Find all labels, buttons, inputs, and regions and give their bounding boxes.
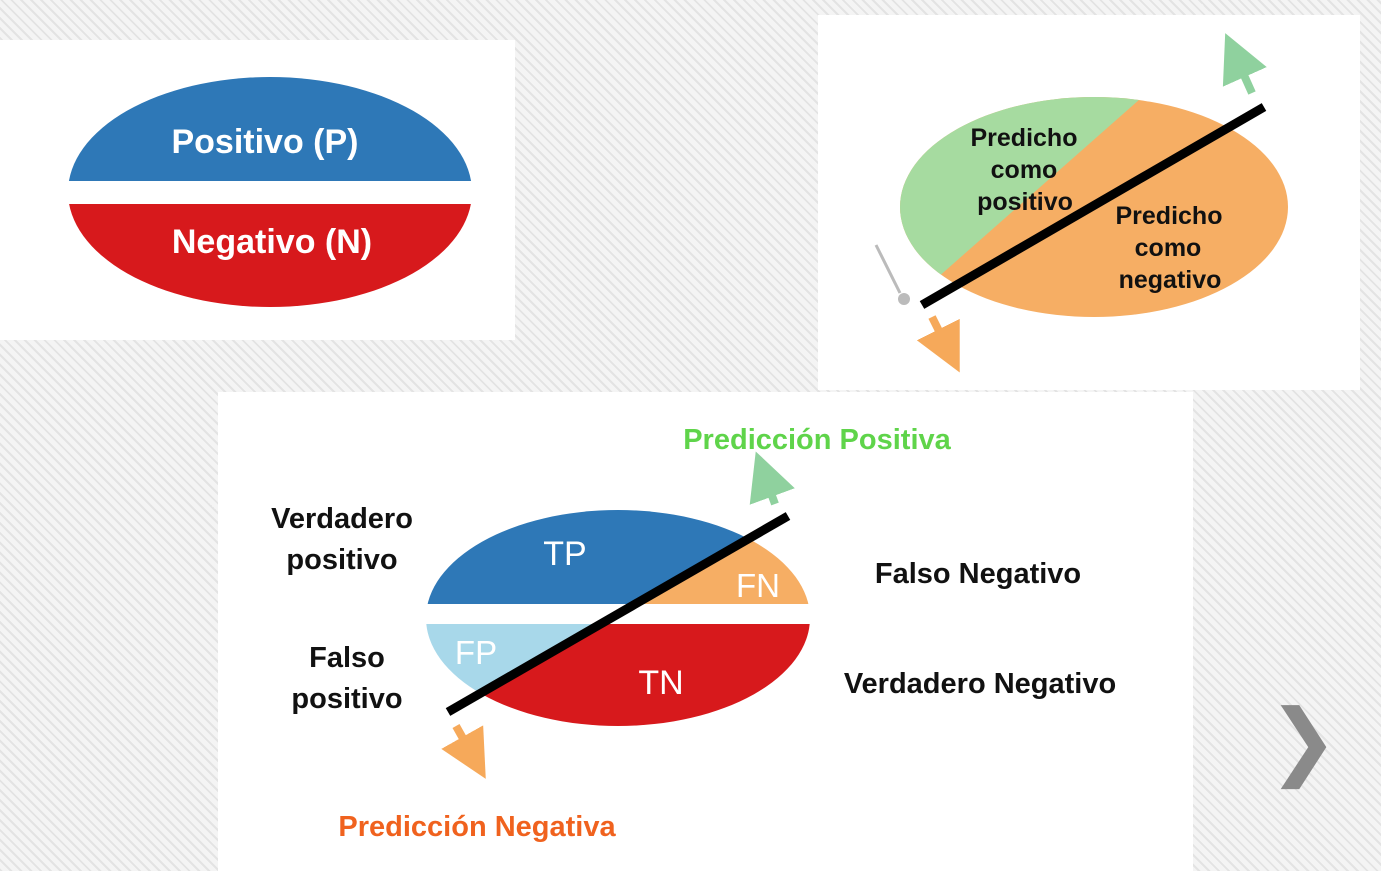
predicted-classes-panel: Predicho como positivo Predicho como neg… (818, 15, 1360, 390)
predicted-positive-line-1: Predicho (971, 124, 1078, 152)
negative-region (69, 204, 471, 307)
predicted-negative-line-3: negativo (1119, 266, 1222, 294)
positive-region (68, 77, 472, 181)
predicted-positive-line-3: positivo (977, 188, 1073, 216)
predicted-positive-region (900, 97, 1288, 317)
predicted-negative-region (900, 97, 1288, 317)
negative-direction-arrow (916, 315, 960, 373)
predicted-negative-line-2: como (1135, 234, 1202, 262)
pin-head (898, 293, 910, 305)
decision-boundary (919, 103, 1267, 309)
actual-classes-panel: Positivo (P) Negativo (N) (0, 40, 515, 340)
fn-label: FN (736, 567, 780, 604)
actual-classes-ellipse: Positivo (P) Negativo (N) (68, 77, 472, 307)
tn-label: TN (638, 664, 683, 702)
confusion-diagram-panel: TP FN FP TN Predicción Positiva Predicci… (218, 392, 1193, 871)
positive-label: Positivo (P) (171, 123, 358, 161)
negative-prediction-title: Predicción Negativa (338, 811, 616, 843)
positive-direction-arrow (1222, 33, 1267, 95)
pin-line (874, 244, 902, 294)
true-negative-label: Verdadero Negativo (844, 668, 1116, 700)
negative-direction-arrow (441, 724, 486, 779)
predicted-classes-ellipse: Predicho como positivo Predicho como neg… (874, 33, 1288, 373)
positive-prediction-title: Predicción Positiva (683, 424, 951, 456)
false-positive-label-line-1: Falso (309, 642, 385, 674)
decision-boundary (445, 512, 791, 716)
true-positive-label-line-2: positivo (286, 544, 397, 576)
false-negative-label: Falso Negativo (875, 558, 1081, 590)
predicted-negative-line-1: Predicho (1116, 202, 1223, 230)
true-positive-label-line-1: Verdadero (271, 503, 413, 535)
negative-label: Negativo (N) (172, 223, 372, 261)
tp-label: TP (543, 535, 586, 573)
fp-label: FP (455, 634, 497, 671)
confusion-diagram: TP FN FP TN Predicción Positiva Predicci… (271, 424, 1116, 843)
positive-direction-arrow (749, 451, 795, 506)
predicted-positive-line-2: como (991, 156, 1058, 184)
tn-region (426, 624, 810, 726)
false-positive-label-line-2: positivo (291, 683, 402, 715)
next-slide-button[interactable]: ❯ (1267, 691, 1339, 789)
